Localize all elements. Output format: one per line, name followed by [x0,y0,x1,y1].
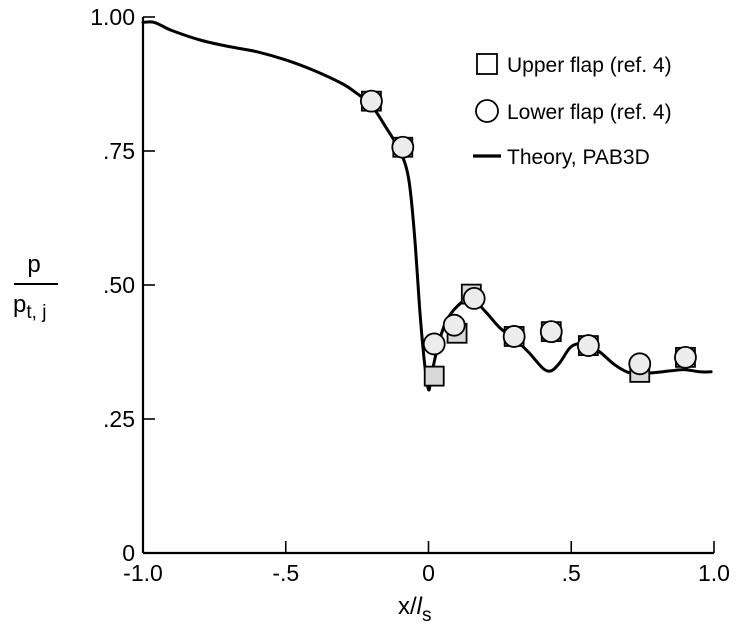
x-label-sub: s [422,605,432,626]
y-tick-label: .25 [103,406,135,432]
lower-flap-point [576,334,600,357]
y-tick-label: .75 [103,138,135,164]
x-axis-label: x/ls [398,593,432,626]
legend-label: Lower flap (ref. 4) [507,101,672,124]
lower-flap-point [502,325,526,348]
y-tick-label: .50 [103,272,135,298]
x-label-italic: l [417,593,423,620]
lower-flap-point [422,332,446,356]
y-label-numerator: p [27,251,40,278]
ticks [142,16,715,554]
y-label-denominator: pt, j [13,291,46,323]
legend: Upper flap (ref. 4) Lower flap (ref. 4) Th… [473,53,672,169]
tick-labels: 0 .25 .50 .75 1.00 -1.0 -.5 0 .5 1.0 [90,4,730,586]
lower-flap-point [442,313,466,337]
theory-curve [141,20,713,392]
y-tick-label: 0 [122,540,135,566]
x-tick-label: .5 [562,560,581,586]
x-tick-label: -.5 [272,560,299,586]
legend-label: Theory, PAB3D [507,146,650,169]
lower-flap-point [462,286,486,310]
lower-flap-point [539,320,563,344]
y-label-denominator-main: p [13,291,26,318]
axes [141,17,714,555]
x-tick-label: 1.0 [698,560,730,586]
lower-flap-point [674,345,697,369]
y-axis-label: p pt, j [13,251,58,323]
x-tick-label: 0 [422,560,435,586]
lower-flap-point [391,135,415,159]
legend-label: Upper flap (ref. 4) [507,54,672,77]
legend-upper-flap-swatch [476,53,498,75]
y-tick-label: 1.00 [90,4,135,30]
upper-flap-point [423,365,445,387]
lower-flap-point [359,89,383,113]
x-tick-label: -1.0 [123,560,163,586]
plot-area [141,20,713,392]
legend-lower-flap-swatch [475,99,499,123]
lower-flap-point [628,352,652,376]
y-label-denominator-sub: t, j [26,302,46,323]
x-label-main: x/ [398,593,417,620]
x-label: x/ls [398,593,432,626]
